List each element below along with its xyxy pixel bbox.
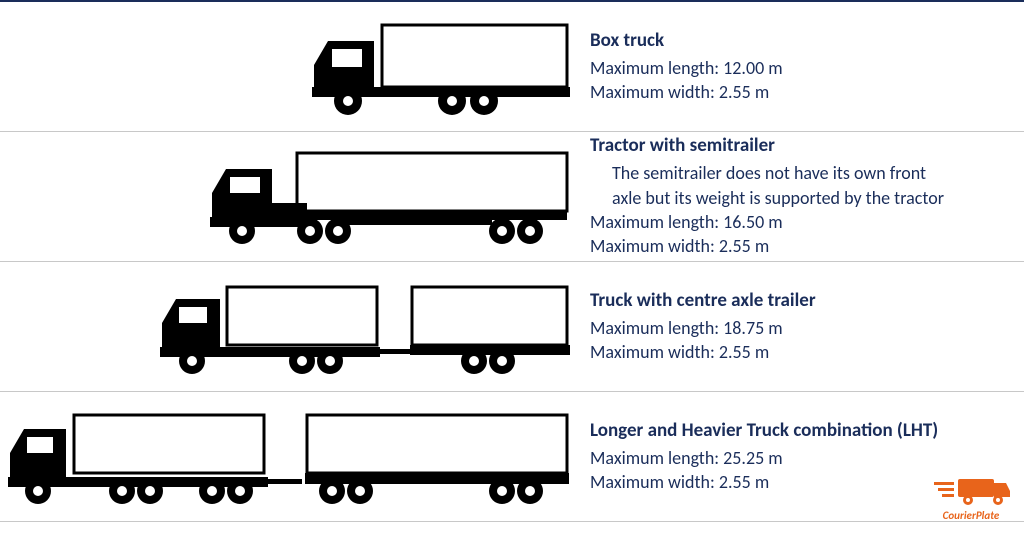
courier-truck-icon (932, 473, 1010, 511)
text-box-truck: Box truck Maximum length: 12.00 m Maximu… (590, 29, 1009, 105)
semitrailer-icon (202, 147, 572, 247)
row-lht: Longer and Heavier Truck combination (LH… (0, 392, 1024, 522)
desc-line: The semitrailer does not have its own fr… (590, 161, 1009, 185)
row-box-truck: Box truck Maximum length: 12.00 m Maximu… (0, 2, 1024, 132)
spec-line: Maximum width: 2.55 m (590, 80, 1009, 104)
title-centre-axle: Truck with centre axle trailer (590, 289, 1009, 312)
logo-label: CourierPlate (932, 509, 1010, 522)
spec-line: Maximum length: 12.00 m (590, 56, 1009, 80)
vehicle-lht (0, 407, 590, 507)
text-semitrailer: Tractor with semitrailer The semitrailer… (590, 134, 1009, 258)
title-semitrailer: Tractor with semitrailer (590, 134, 1009, 157)
logo: CourierPlate (932, 473, 1010, 522)
row-centre-axle: Truck with centre axle trailer Maximum l… (0, 262, 1024, 392)
title-box-truck: Box truck (590, 29, 1009, 52)
desc-line: axle but its weight is supported by the … (590, 186, 1009, 210)
spec-line: Maximum length: 16.50 m (590, 210, 1009, 234)
vehicle-centre-axle (0, 277, 590, 377)
text-centre-axle: Truck with centre axle trailer Maximum l… (590, 289, 1009, 365)
spec-line: Maximum width: 2.55 m (590, 234, 1009, 258)
title-lht: Longer and Heavier Truck combination (LH… (590, 419, 1009, 442)
centre-axle-icon (152, 277, 572, 377)
spec-line: Maximum width: 2.55 m (590, 340, 1009, 364)
spec-line: Maximum length: 25.25 m (590, 446, 1009, 470)
vehicle-semitrailer (0, 147, 590, 247)
box-truck-icon (302, 17, 572, 117)
lht-icon (2, 407, 572, 507)
vehicle-box-truck (0, 17, 590, 117)
spec-line: Maximum length: 18.75 m (590, 316, 1009, 340)
row-semitrailer: Tractor with semitrailer The semitrailer… (0, 132, 1024, 262)
